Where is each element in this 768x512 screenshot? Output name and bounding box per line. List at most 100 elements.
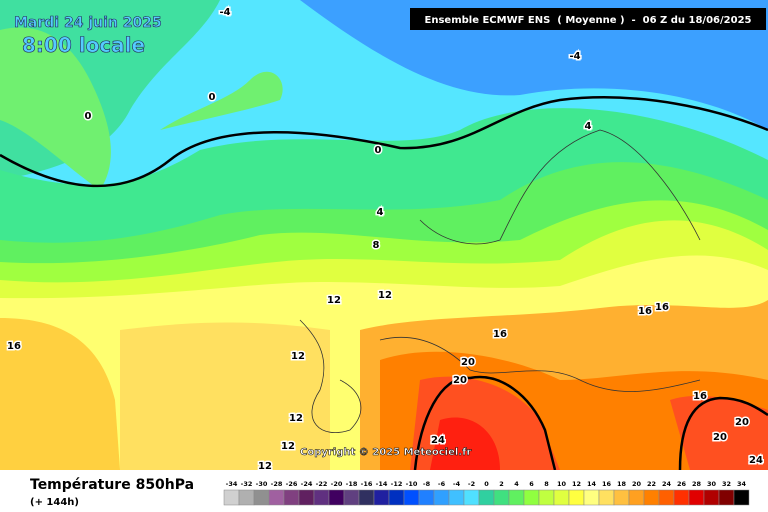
legend-label: -24	[301, 480, 313, 488]
footer-subtitle: (+ 144h)	[30, 497, 79, 508]
legend-label: 6	[529, 480, 534, 488]
date: Mardi 24 juin 2025	[14, 15, 162, 31]
local-time: 8:00 locale	[22, 33, 145, 57]
legend-label: -8	[423, 480, 431, 488]
legend-label: 4	[514, 480, 519, 488]
legend-label: 2	[499, 480, 504, 488]
legend-swatch	[643, 489, 660, 506]
legend-swatch	[598, 489, 615, 506]
legend-swatch	[478, 489, 495, 506]
legend-label: -12	[391, 480, 403, 488]
contour-label: -4	[219, 7, 230, 18]
legend-label: 8	[544, 480, 549, 488]
legend-label: 22	[647, 480, 656, 488]
legend-label: -34	[226, 480, 238, 488]
legend-label: 14	[587, 480, 597, 488]
legend-swatch	[538, 489, 555, 506]
legend-label: -6	[438, 480, 446, 488]
band	[0, 27, 111, 190]
contour-label: 12	[291, 351, 305, 362]
band	[430, 417, 500, 470]
legend-label: -2	[468, 480, 475, 488]
legend-swatch	[238, 489, 255, 506]
contour-label: 12	[289, 413, 303, 424]
legend-label: 12	[572, 480, 581, 488]
legend-swatch	[493, 489, 510, 506]
legend-swatch	[388, 489, 405, 506]
legend-swatch	[298, 489, 315, 506]
contour-label: 16	[655, 302, 669, 313]
band	[300, 0, 768, 130]
legend-swatch	[628, 489, 645, 506]
legend-label: -4	[453, 480, 461, 488]
legend-label: -32	[241, 480, 253, 488]
band	[160, 71, 283, 130]
legend-label: 28	[692, 480, 702, 488]
legend-label: -28	[271, 480, 283, 488]
legend-swatch	[703, 489, 720, 506]
contour-label: 0	[375, 145, 382, 156]
contour-label: 0	[85, 111, 92, 122]
legend-swatch	[553, 489, 570, 506]
legend-label: -22	[316, 480, 328, 488]
contour-label: 16	[638, 306, 652, 317]
band	[120, 322, 330, 470]
legend-label: 16	[602, 480, 612, 488]
contour-line	[678, 396, 768, 471]
contour-label: 20	[461, 357, 475, 368]
model-info: Ensemble ECMWF ENS ( Moyenne ) - 06 Z du…	[425, 15, 752, 26]
legend-swatch	[448, 489, 465, 506]
model-box	[410, 8, 766, 30]
contour-line	[413, 375, 557, 471]
legend-swatch	[718, 489, 735, 506]
contour-label: 24	[749, 455, 763, 466]
legend-swatch	[583, 489, 600, 506]
contour-label: 16	[693, 391, 707, 402]
coastline	[299, 319, 362, 433]
contour-label: 20	[453, 375, 467, 386]
contour-label: 12	[327, 295, 341, 306]
legend-label: -14	[376, 480, 388, 488]
legend-swatch	[358, 489, 375, 506]
legend-swatch	[733, 489, 750, 506]
legend-label: 34	[737, 480, 747, 488]
legend-label: -16	[361, 480, 373, 488]
legend-swatch	[658, 489, 675, 506]
band	[0, 318, 120, 470]
legend-label: 10	[557, 480, 567, 488]
contour-label: 20	[713, 432, 727, 443]
legend-label: 0	[484, 480, 489, 488]
contour-label: 12	[378, 290, 392, 301]
legend-swatch	[223, 489, 240, 506]
contour-label: 16	[7, 341, 21, 352]
coastline	[379, 336, 701, 392]
legend-swatch	[433, 489, 450, 506]
legend-swatch	[523, 489, 540, 506]
contour-label: 4	[585, 121, 592, 132]
contour-label: 12	[281, 441, 295, 452]
legend-label: -30	[256, 480, 268, 488]
legend-label: 26	[677, 480, 687, 488]
contour-label: 4	[377, 207, 384, 218]
legend-label: 20	[632, 480, 642, 488]
footer-title: Température 850hPa	[30, 477, 194, 493]
contour-label: 20	[735, 417, 749, 428]
contour-label: 8	[373, 240, 380, 251]
temperature-field	[0, 0, 768, 471]
legend-swatch	[508, 489, 525, 506]
copyright: Copyright © 2025 Meteociel.fr	[300, 447, 471, 458]
legend-label: -20	[331, 480, 343, 488]
band	[670, 395, 768, 470]
contour-label: 0	[209, 92, 216, 103]
legend-label: 30	[707, 480, 717, 488]
legend-swatch	[403, 489, 420, 506]
legend-swatch	[328, 489, 345, 506]
legend-swatch	[283, 489, 300, 506]
legend-swatch	[688, 489, 705, 506]
legend-swatch	[313, 489, 330, 506]
legend-label: 32	[722, 480, 731, 488]
legend-label: 24	[662, 480, 672, 488]
legend-swatch	[253, 489, 270, 506]
